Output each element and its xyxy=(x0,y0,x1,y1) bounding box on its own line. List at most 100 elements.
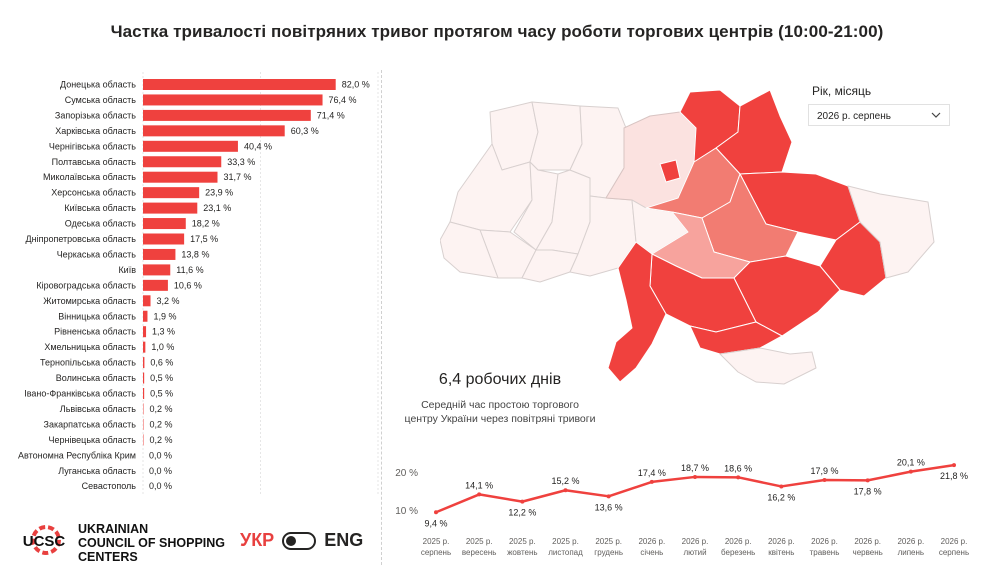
monthly-line-chart: 20 % 10 % 9,4 % 2025 р. серпень 14,1 % 2025 р.… xyxy=(395,458,969,557)
bar-value-label: 23,9 % xyxy=(205,188,233,198)
bar-category-label: Запорізька область xyxy=(55,110,136,120)
bar[interactable] xyxy=(143,357,145,369)
line-value-label: 18,7 % xyxy=(681,463,709,473)
bar-value-label: 71,4 % xyxy=(317,110,345,120)
bar[interactable] xyxy=(143,187,200,199)
line-point[interactable] xyxy=(477,492,482,497)
bar-category-label: Хмельницька область xyxy=(44,342,136,352)
map-region-kherson[interactable] xyxy=(689,321,783,355)
bar-value-label: 0,0 % xyxy=(149,481,172,491)
y-tick-label: 10 % xyxy=(395,506,418,517)
bar-category-label: Сумська область xyxy=(65,95,137,105)
lang-ukr-button[interactable]: УКР xyxy=(240,530,275,550)
brand-line2: COUNCIL OF SHOPPING xyxy=(78,536,226,550)
bar-category-label: Автономна Республіка Крим xyxy=(18,450,136,460)
bar[interactable] xyxy=(143,310,148,322)
bar-category-label: Львівська область xyxy=(60,404,137,414)
bar[interactable] xyxy=(143,326,147,338)
line-value-label: 13,6 % xyxy=(595,502,623,512)
bar-category-label: Івано-Франківська область xyxy=(24,389,136,399)
line-value-label: 21,8 % xyxy=(940,471,968,481)
bar[interactable] xyxy=(143,218,186,230)
kpi-subtitle: Середній час простою торгового центру Ук… xyxy=(380,398,620,426)
bar[interactable] xyxy=(143,341,146,353)
bar-value-label: 82,0 % xyxy=(342,80,370,90)
line-value-label: 12,2 % xyxy=(508,508,536,518)
slicer-label: Рік, місяць xyxy=(812,84,872,98)
bar[interactable] xyxy=(143,372,145,384)
bar[interactable] xyxy=(143,279,168,291)
line-point[interactable] xyxy=(520,499,525,504)
bar-value-label: 1,0 % xyxy=(151,342,174,352)
bar-value-label: 0,2 % xyxy=(149,435,172,445)
x-category-year: 2026 р. xyxy=(941,537,968,546)
bar-value-label: 31,7 % xyxy=(223,172,251,182)
x-category-month: квітень xyxy=(768,548,794,557)
kpi-subtitle-line1: Середній час простою торгового xyxy=(421,399,579,411)
bar-category-label: Чернігівська область xyxy=(49,141,136,151)
line-value-label: 17,4 % xyxy=(638,468,666,478)
logo-text: UCSC xyxy=(23,533,66,550)
line-point[interactable] xyxy=(649,479,654,484)
bar[interactable] xyxy=(143,79,336,90)
bar[interactable] xyxy=(143,140,238,152)
slicer-value: 2026 р. серпень xyxy=(817,111,891,122)
line-point[interactable] xyxy=(563,488,568,493)
line-point[interactable] xyxy=(606,494,611,499)
map-region-kyiv-city[interactable] xyxy=(659,159,681,183)
map-region-crimea[interactable] xyxy=(719,347,817,385)
bar-value-label: 0,2 % xyxy=(149,419,172,429)
bar[interactable] xyxy=(143,202,198,214)
map-region-luhansk[interactable] xyxy=(847,185,935,279)
line-point[interactable] xyxy=(865,478,870,483)
lang-eng-button[interactable]: ENG xyxy=(324,530,364,550)
bar-value-label: 0,0 % xyxy=(149,466,172,476)
bar-category-label: Вінницька область xyxy=(58,311,136,321)
bar[interactable] xyxy=(143,233,185,245)
bar[interactable] xyxy=(143,388,145,399)
language-toggle[interactable] xyxy=(282,531,317,550)
line-point[interactable] xyxy=(952,463,956,468)
line-point[interactable] xyxy=(908,469,913,474)
x-category-year: 2026 р. xyxy=(638,537,665,546)
bar-category-label: Донецька область xyxy=(60,80,136,90)
toggle-knob xyxy=(286,535,297,546)
chevron-down-icon[interactable] xyxy=(929,108,943,122)
bar[interactable] xyxy=(143,171,218,183)
line-point[interactable] xyxy=(693,474,697,479)
bar-value-label: 17,5 % xyxy=(190,234,218,244)
x-category-month: січень xyxy=(640,548,663,557)
bar-value-label: 33,3 % xyxy=(227,157,255,167)
map-region-odesa[interactable] xyxy=(607,241,667,383)
x-category-month: жовтень xyxy=(507,548,537,557)
y-tick-label: 20 % xyxy=(395,468,418,479)
bar[interactable] xyxy=(143,94,323,106)
bar-value-label: 3,2 % xyxy=(157,296,180,306)
bar[interactable] xyxy=(143,264,171,276)
x-category-month: грудень xyxy=(594,548,623,557)
x-category-year: 2025 р. xyxy=(423,537,450,546)
bar[interactable] xyxy=(143,156,222,168)
line-point[interactable] xyxy=(779,484,784,489)
map-region-zakarpattia[interactable] xyxy=(440,221,499,279)
brand-name: UKRAINIAN COUNCIL OF SHOPPING CENTERS xyxy=(78,522,225,564)
bar[interactable] xyxy=(143,125,285,137)
x-category-year: 2025 р. xyxy=(595,537,622,546)
line-point[interactable] xyxy=(736,475,741,480)
kpi-subtitle-line2: центру України через повітряні тривоги xyxy=(404,413,596,425)
bar-value-label: 13,8 % xyxy=(181,249,209,259)
x-category-month: лютий xyxy=(683,548,706,557)
line-point[interactable] xyxy=(434,510,438,515)
x-category-month: червень xyxy=(853,548,883,557)
period-slicer[interactable]: 2026 р. серпень xyxy=(808,104,950,126)
x-category-month: серпень xyxy=(421,548,451,557)
bar[interactable] xyxy=(143,295,151,307)
ukraine-map xyxy=(440,89,935,385)
x-category-year: 2026 р. xyxy=(897,537,924,546)
bar-category-label: Рівненська область xyxy=(54,327,136,337)
bar[interactable] xyxy=(143,109,311,121)
line-point[interactable] xyxy=(822,477,827,482)
line-value-label: 17,9 % xyxy=(810,466,838,476)
bar[interactable] xyxy=(143,248,176,260)
